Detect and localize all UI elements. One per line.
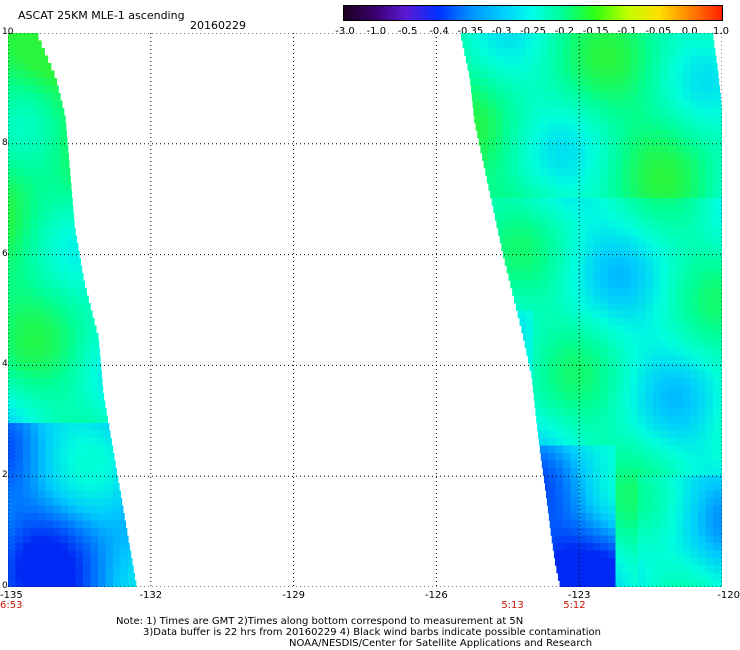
x-tick-label: -129	[282, 590, 305, 601]
x-tick-label: -135	[0, 590, 23, 601]
x-tick-label: -123	[567, 590, 591, 601]
color-scale-label: -0.3	[491, 26, 512, 37]
time-label: 6:53	[0, 600, 23, 611]
color-scale-label: -0.1	[617, 26, 637, 37]
y-tick-label: 8	[2, 137, 8, 148]
y-tick-label: 4	[2, 359, 8, 370]
color-scale-label: -0.4	[429, 26, 449, 37]
grid-lines	[8, 33, 722, 587]
time-label: 5:12	[563, 600, 586, 611]
color-scale-label: -0.35	[457, 26, 484, 37]
swath-map	[8, 33, 722, 587]
color-scale-label: -1.0	[366, 26, 387, 37]
color-scale-bar	[343, 5, 723, 21]
color-scale-label: -0.2	[554, 26, 575, 37]
color-scale-label: -3.0	[335, 26, 355, 37]
chart-title: ASCAT 25KM MLE-1 ascending	[18, 9, 185, 22]
note-line-3: NOAA/NESDIS/Center for Satellite Applica…	[289, 638, 593, 649]
x-tick-label: -126	[425, 590, 448, 601]
color-scale-labels: -3.0 -1.0 -0.5 -0.4 -0.35 -0.3 -0.25 -0.2 -0.15-…	[0, 26, 740, 40]
note-line-2: 3)Data buffer is 22 hrs from 20160229 4)…	[143, 627, 601, 638]
color-scale-label: 1.0	[713, 26, 729, 37]
right-swath	[461, 33, 722, 587]
x-tick-label: -132	[139, 590, 163, 601]
color-scale-label: -0.05	[645, 26, 672, 37]
y-tick-label: 2	[2, 470, 8, 481]
x-tick-label: -120	[717, 590, 740, 601]
color-scale-label: -0.25	[520, 26, 546, 37]
y-tick-label: 10	[2, 27, 14, 37]
color-scale-label: -0.15	[582, 26, 609, 37]
note-line-1: Note: 1) Times are GMT 2)Times along bot…	[116, 616, 524, 627]
time-label: 5:13	[501, 600, 524, 611]
y-tick-label: 0	[2, 581, 8, 591]
footer-notes: Note: 1) Times are GMT 2)Times along bot…	[116, 616, 601, 649]
left-swath	[8, 33, 137, 587]
color-scale-label: -0.5	[397, 26, 418, 37]
color-scale-label: 0.0	[681, 26, 698, 37]
y-tick-label: 6	[2, 248, 8, 259]
chart-date: 20160229	[190, 19, 246, 32]
